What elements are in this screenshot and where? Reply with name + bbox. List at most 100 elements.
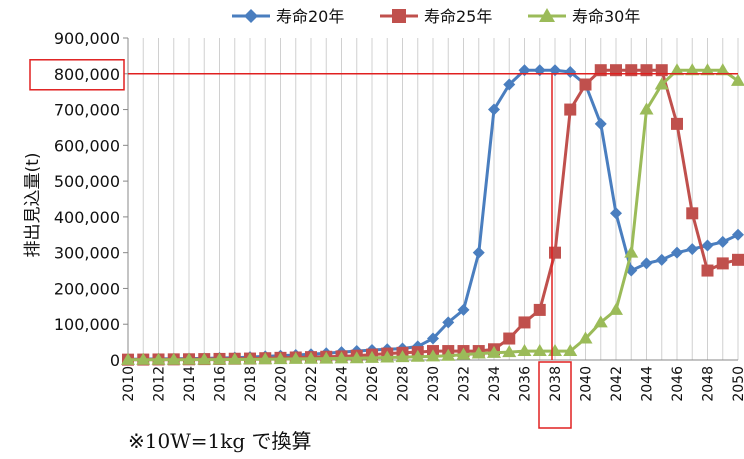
point-s3-2017 (227, 352, 242, 365)
x-tick-label-2012: 2012 (152, 366, 168, 402)
point-s2-2048 (701, 264, 714, 277)
point-s3-2016 (212, 352, 227, 365)
x-tick-label-2050: 2050 (731, 366, 744, 402)
legend-label-3: 寿命30年 (572, 7, 640, 26)
point-s3-2043 (624, 245, 639, 258)
point-s1-2032 (457, 303, 470, 316)
point-s1-2042 (610, 207, 622, 220)
point-s3-2018 (243, 352, 257, 365)
x-tick-label-2030: 2030 (426, 366, 442, 402)
point-s3-2013 (166, 352, 181, 365)
y-axis-label: 排出見込量(t) (23, 153, 43, 258)
legend-label-1: 寿命20年 (276, 7, 344, 26)
point-s3-2014 (182, 352, 196, 365)
legend-marker-1 (244, 9, 258, 23)
x-tick-label-2028: 2028 (396, 366, 412, 402)
y-tick-label-0: 0 (110, 351, 120, 370)
point-s2-2046 (671, 117, 683, 130)
point-s3-2035 (502, 345, 517, 358)
y-tick-label-700000: 700,000 (54, 101, 120, 120)
x-tick-label-2048: 2048 (701, 366, 717, 402)
point-s3-2041 (593, 315, 608, 328)
x-tick-label-2038: 2038 (548, 366, 564, 402)
point-s3-2024 (334, 351, 349, 364)
point-s3-2046 (670, 63, 684, 76)
y-tick-label-200000: 200,000 (54, 279, 120, 298)
point-s3-2012 (151, 352, 166, 365)
point-s2-2036 (518, 316, 531, 329)
x-tick-label-2014: 2014 (182, 366, 198, 402)
point-s1-2044 (640, 257, 653, 270)
point-s3-2026 (365, 350, 379, 363)
point-s3-2050 (731, 73, 744, 86)
footnote: ※10W=1kg で換算 (128, 429, 312, 453)
y-tick-label-300000: 300,000 (54, 244, 120, 263)
highlight-group: 800,000 (29, 59, 738, 429)
point-s3-2049 (715, 63, 730, 76)
x-tick-label-2016: 2016 (213, 366, 229, 402)
x-axis: 2010 2012 2014 2016 2018 2020 2022 2024 2026 2028… (121, 359, 744, 402)
point-s3-2021 (288, 351, 303, 364)
point-s3-2044 (639, 102, 654, 115)
point-s3-2048 (700, 63, 715, 76)
x-tick-label-2044: 2044 (640, 366, 656, 402)
point-s1-2046 (671, 246, 683, 259)
point-s1-2031 (442, 316, 455, 329)
gridlines (127, 38, 739, 360)
point-s1-2041 (594, 117, 607, 130)
point-s1-2050 (732, 228, 744, 241)
point-s3-2034 (487, 345, 501, 358)
point-s1-2035 (503, 78, 516, 91)
x-tick-label-2020: 2020 (274, 366, 290, 402)
point-s3-2022 (304, 351, 318, 364)
x-tick-label-2032: 2032 (457, 366, 473, 402)
point-s3-2032 (456, 347, 471, 360)
y-tick-label-100000: 100,000 (54, 315, 120, 334)
point-s3-2033 (471, 346, 486, 359)
point-s3-2039 (563, 344, 578, 357)
point-s3-2037 (532, 344, 547, 357)
legend-marker-2 (392, 9, 406, 23)
point-s1-2039 (564, 65, 577, 78)
x-tick-label-2022: 2022 (304, 366, 320, 402)
point-s3-2010 (121, 352, 135, 365)
point-s1-2034 (488, 103, 500, 116)
point-s2-2050 (732, 253, 744, 266)
y-tick-label-400000: 400,000 (54, 208, 120, 227)
highlight-x-box (538, 361, 572, 429)
point-s1-2049 (716, 235, 729, 248)
y-tick-label-500000: 500,000 (54, 172, 120, 191)
x-tick-label-2018: 2018 (243, 366, 259, 402)
y-tick-label-600000: 600,000 (54, 136, 120, 155)
point-s3-2028 (395, 350, 410, 363)
x-tick-label-2034: 2034 (487, 366, 503, 402)
point-s3-2040 (578, 331, 593, 344)
legend: 寿命20年 寿命25年 寿命30年 (232, 7, 640, 26)
point-s2-2035 (503, 332, 516, 345)
point-s3-2030 (426, 349, 440, 362)
x-tick-label-2042: 2042 (609, 366, 625, 402)
point-s1-2047 (686, 243, 699, 256)
point-s2-2047 (686, 207, 699, 220)
point-s2-2049 (716, 257, 729, 270)
point-s2-2038 (549, 246, 561, 259)
point-s2-2039 (564, 103, 577, 116)
y-tick-label-900000: 900,000 (54, 29, 120, 48)
point-s3-2031 (441, 348, 456, 361)
point-s1-2030 (427, 332, 439, 345)
point-s1-2048 (701, 239, 714, 252)
point-s2-2037 (533, 303, 546, 316)
x-tick-label-2040: 2040 (579, 366, 595, 402)
point-s2-2040 (579, 78, 592, 91)
point-s3-2025 (349, 351, 364, 364)
point-s3-2042 (609, 302, 623, 315)
legend-marker-3 (539, 8, 555, 22)
x-tick-label-2024: 2024 (335, 366, 351, 402)
point-s3-2027 (380, 350, 395, 363)
point-s1-2033 (472, 246, 485, 259)
legend-label-2: 寿命25年 (424, 7, 492, 26)
reference-label-box (29, 59, 125, 91)
series-group (121, 63, 744, 366)
point-s3-2023 (319, 351, 334, 364)
